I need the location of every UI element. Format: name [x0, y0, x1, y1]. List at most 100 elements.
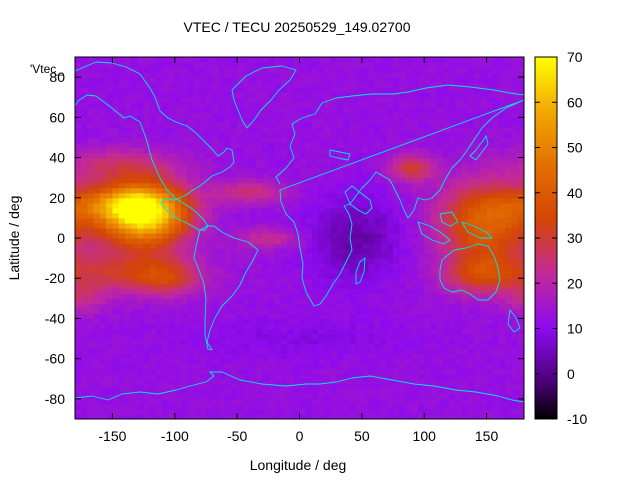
heatmap-cell — [274, 398, 282, 405]
heatmap-cell — [299, 137, 307, 144]
heatmap-cell — [417, 363, 425, 370]
heatmap-cell — [349, 283, 357, 289]
heatmap-cell — [181, 253, 188, 259]
heatmap-cell — [305, 263, 313, 269]
heatmap-cell — [131, 288, 138, 294]
heatmap-cell — [486, 328, 494, 335]
heatmap-cell — [336, 253, 344, 259]
heatmap-cell — [131, 413, 138, 419]
heatmap-cell — [318, 177, 326, 184]
heatmap-cell — [293, 137, 301, 144]
heatmap-cell — [112, 157, 120, 164]
heatmap-cell — [243, 343, 251, 350]
heatmap-cell — [324, 303, 332, 309]
heatmap-cell — [237, 298, 244, 304]
heatmap-cell — [174, 112, 182, 118]
heatmap-cell — [237, 393, 244, 400]
heatmap-cell — [480, 192, 488, 199]
heatmap-cell — [99, 177, 107, 184]
heatmap-cell — [224, 403, 232, 410]
heatmap-cell — [324, 338, 332, 345]
heatmap-cell — [393, 253, 400, 259]
heatmap-cell — [118, 107, 126, 113]
heatmap-cell — [374, 273, 382, 279]
heatmap-cell — [112, 207, 120, 214]
heatmap-cell — [461, 217, 469, 224]
heatmap-cell — [118, 273, 126, 279]
heatmap-cell — [461, 273, 469, 279]
heatmap-cell — [368, 348, 375, 355]
heatmap-cell — [505, 343, 513, 350]
heatmap-cell — [212, 353, 220, 360]
heatmap-cell — [87, 152, 95, 159]
heatmap-cell — [368, 102, 375, 108]
heatmap-cell — [293, 92, 301, 98]
heatmap-cell — [118, 393, 126, 400]
heatmap-cell — [368, 338, 375, 345]
heatmap-cell — [118, 142, 126, 149]
heatmap-cell — [212, 67, 220, 73]
heatmap-cell — [106, 132, 114, 139]
heatmap-cell — [274, 363, 282, 370]
heatmap-cell — [262, 222, 269, 229]
heatmap-cell — [349, 112, 357, 118]
heatmap-cell — [249, 182, 257, 189]
heatmap-cell — [430, 343, 438, 350]
heatmap-cell — [255, 348, 263, 355]
heatmap-cell — [274, 132, 282, 139]
heatmap-cell — [311, 258, 319, 264]
heatmap-cell — [492, 353, 500, 360]
heatmap-cell — [430, 202, 438, 209]
heatmap-cell — [499, 177, 506, 184]
heatmap-cell — [274, 92, 282, 98]
heatmap-cell — [187, 413, 195, 419]
heatmap-cell — [280, 403, 288, 410]
heatmap-cell — [149, 227, 157, 234]
heatmap-cell — [411, 238, 419, 244]
heatmap-cell — [112, 62, 120, 68]
heatmap-cell — [118, 122, 126, 128]
heatmap-cell — [124, 273, 132, 279]
heatmap-cell — [330, 383, 338, 390]
heatmap-cell — [99, 77, 107, 83]
heatmap-cell — [293, 273, 301, 279]
heatmap-cell — [75, 278, 82, 284]
heatmap-cell — [205, 92, 213, 98]
heatmap-cell — [268, 248, 276, 254]
heatmap-cell — [81, 87, 89, 93]
heatmap-cell — [343, 388, 350, 395]
heatmap-cell — [374, 102, 382, 108]
heatmap-cell — [505, 288, 513, 294]
heatmap-cell — [486, 278, 494, 284]
heatmap-cell — [355, 383, 363, 390]
heatmap-cell — [355, 368, 363, 375]
heatmap-cell — [262, 202, 269, 209]
heatmap-cell — [255, 368, 263, 375]
heatmap-cell — [218, 142, 226, 149]
heatmap-cell — [368, 378, 375, 385]
heatmap-cell — [218, 373, 226, 380]
heatmap-cell — [492, 172, 500, 179]
heatmap-cell — [205, 217, 213, 224]
heatmap-cell — [424, 378, 432, 385]
heatmap-cell — [205, 152, 213, 159]
heatmap-cell — [293, 62, 301, 68]
heatmap-cell — [343, 288, 350, 294]
heatmap-cell — [268, 197, 276, 204]
heatmap-cell — [124, 318, 132, 325]
heatmap-cell — [118, 212, 126, 219]
heatmap-cell — [336, 222, 344, 229]
heatmap-cell — [287, 403, 294, 410]
heatmap-cell — [287, 232, 294, 239]
heatmap-cell — [106, 137, 114, 144]
heatmap-cell — [106, 107, 114, 113]
heatmap-cell — [243, 87, 251, 93]
heatmap-cell — [349, 182, 357, 189]
heatmap-cell — [237, 77, 244, 83]
heatmap-cell — [124, 67, 132, 73]
heatmap-cell — [374, 132, 382, 139]
heatmap-cell — [442, 318, 450, 325]
heatmap-cell — [467, 398, 475, 405]
heatmap-cell — [118, 137, 126, 144]
heatmap-cell — [205, 67, 213, 73]
